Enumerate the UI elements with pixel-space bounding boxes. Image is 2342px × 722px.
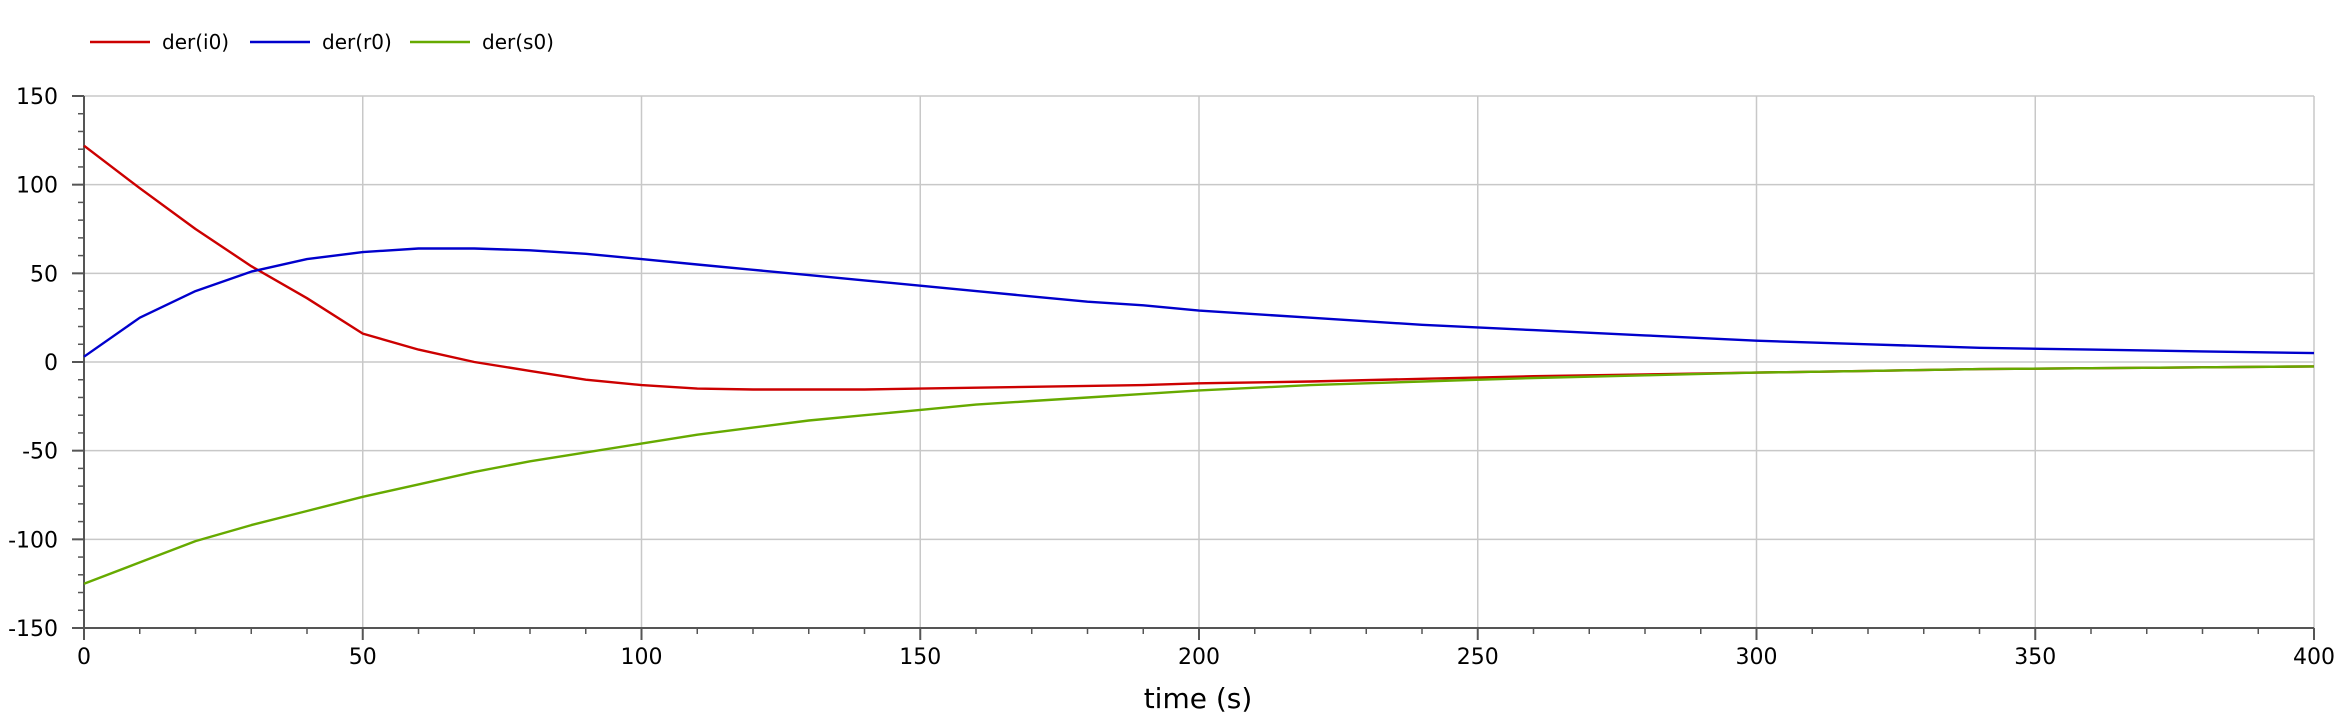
y-tick-label: -150 <box>8 617 58 642</box>
y-tick-label: -100 <box>8 528 58 553</box>
series-lines <box>83 144 2315 585</box>
x-tick-label: 0 <box>77 645 91 670</box>
x-tick-label: 250 <box>1457 645 1499 670</box>
legend: der(i0) der(r0) der(s0) <box>90 30 554 54</box>
legend-label: der(r0) <box>322 30 392 54</box>
y-tick-label: 100 <box>16 174 58 199</box>
series-line-ders0 <box>83 365 2315 585</box>
legend-label: der(i0) <box>162 30 229 54</box>
grid <box>83 95 2315 629</box>
y-tick-label: 150 <box>16 85 58 110</box>
axes: 0 50 100 150 200 250 300 350 400 -150 -100 -50 0 50 10… <box>8 85 2335 670</box>
x-tick-label: 350 <box>2014 645 2056 670</box>
y-tick-label: 50 <box>30 262 58 287</box>
x-axis-title: time (s) <box>1144 682 1253 715</box>
y-tick-label: 0 <box>44 351 58 376</box>
x-tick-label: 50 <box>349 645 377 670</box>
series-line-derr0 <box>83 247 2315 358</box>
x-tick-label: 300 <box>1736 645 1778 670</box>
y-tick-label: -50 <box>22 440 58 465</box>
x-tick-label: 400 <box>2293 645 2335 670</box>
x-tick-label: 150 <box>899 645 941 670</box>
x-tick-label: 100 <box>621 645 663 670</box>
x-tick-label: 200 <box>1178 645 1220 670</box>
legend-label: der(s0) <box>482 30 554 54</box>
